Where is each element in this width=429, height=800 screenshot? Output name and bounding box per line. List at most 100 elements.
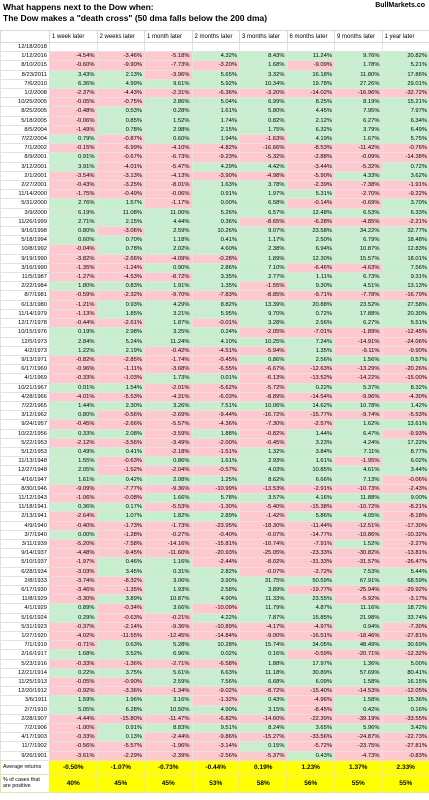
- return-cell: -2.00%: [191, 437, 240, 448]
- return-cell: -0.60%: [49, 60, 98, 71]
- return-cell: -1.42%: [239, 511, 288, 522]
- return-cell: -0.44%: [49, 318, 98, 329]
- return-cell: -2.71%: [144, 658, 193, 669]
- table-row: 11/5/1987 -1.27% -4.53% -8.72% 3.35% 2.77% 1.1…: [0, 272, 429, 283]
- return-cell: -0.48%: [49, 106, 98, 117]
- table-row: 3/7/1940 0.00% -1.28% -0.27% -0.40% -0.07% -14…: [0, 529, 429, 540]
- return-cell: -1.27%: [49, 272, 98, 283]
- row-date-cell: 11/14/1979: [0, 308, 50, 320]
- return-cell: 0.41%: [191, 235, 240, 246]
- return-cell: -4.53%: [96, 272, 145, 283]
- return-cell: -5.92%: [334, 594, 383, 605]
- return-cell: -0.45%: [191, 354, 240, 366]
- return-cell: 8.43%: [239, 51, 288, 62]
- row-date-cell: 5/12/1953: [0, 446, 50, 458]
- return-cell: -2.88%: [286, 152, 335, 163]
- return-cell: -23.33%: [286, 548, 335, 559]
- table-row: 2/13/1941 -2.64% 1.07% 1.82% 2.89% -1.42% 5.86…: [0, 511, 429, 522]
- column-header: 1 month later: [144, 30, 193, 43]
- return-cell: -9.90%: [381, 345, 429, 356]
- row-date-cell: 3/9/2000: [0, 207, 50, 218]
- return-cell: 10.26%: [191, 226, 240, 237]
- return-cell: -9.09%: [286, 60, 335, 71]
- return-cell: -9.74%: [334, 410, 383, 421]
- table-row: 4/1/1929 0.89% -0.34% 3.66% -10.09% 11.79% 4.8…: [0, 603, 429, 614]
- return-cell: -0.40%: [191, 529, 240, 540]
- return-cell: 27.58%: [381, 299, 429, 310]
- return-cell: -4.30%: [381, 391, 429, 402]
- table-row: 2/1/2001 -3.54% -3.13% -4.13% -3.90% -4.98% -5…: [0, 170, 429, 182]
- row-date-cell: 4/16/1947: [0, 474, 50, 485]
- percent-positive-row-cell: 55%: [381, 773, 429, 793]
- return-cell: -1.24%: [96, 262, 145, 274]
- return-cell: 1.57%: [96, 198, 145, 209]
- return-cell: -8.18%: [381, 511, 429, 522]
- return-cell: 4.29%: [191, 161, 240, 172]
- row-date-cell: 7/22/2004: [0, 134, 50, 145]
- table-row: 8/9/2001 0.91% -0.67% -6.73% -9.23% -5.32% -2.…: [0, 152, 429, 163]
- return-cell: -9.44%: [191, 410, 240, 421]
- table-row: 2/7/1910 5.05% 6.28% 10.50% 4.90% 3.15% -8.45%…: [0, 704, 429, 715]
- return-cell: -7.58%: [96, 538, 145, 550]
- return-cell: -4.09%: [144, 253, 193, 264]
- return-cell: 3.70%: [381, 198, 429, 209]
- return-cell: -6.03%: [191, 391, 240, 402]
- return-cell: 1.75%: [239, 124, 288, 136]
- return-cell: 0.16%: [239, 649, 288, 660]
- return-cell: -0.82%: [49, 354, 98, 366]
- return-cell: 0.01%: [191, 373, 240, 384]
- return-cell: 10.50%: [144, 704, 193, 715]
- row-date-cell: 11/12/1943: [0, 492, 50, 504]
- return-cell: 2.12%: [286, 115, 335, 126]
- average-returns-row-cell: 0.19%: [239, 759, 288, 775]
- return-cell: -6.82%: [191, 713, 240, 725]
- return-cell: 2.77%: [239, 272, 288, 283]
- return-cell: 0.60%: [49, 235, 98, 246]
- table-row: 10/15/1976 0.19% 2.98% 3.25% 0.24% -2.05% -7.0…: [0, 327, 429, 338]
- return-cell: -15.38%: [286, 502, 335, 513]
- row-date-cell: 10/22/1956: [0, 428, 50, 439]
- table-row: 1/2/2008 -2.37% -4.43% -2.31% -6.36% -3.20% -1…: [0, 88, 429, 99]
- return-cell: 0.31%: [144, 566, 193, 577]
- return-cell: 48.49%: [334, 640, 383, 651]
- return-cell: 3.57%: [239, 492, 288, 504]
- table-row: 9/16/1998 0.80% -3.06% 2.59% 10.26% 9.07% 23.5…: [0, 226, 429, 237]
- return-cell: 8.82%: [191, 299, 240, 310]
- table-row: 12/21/1914 0.22% 3.75% 5.61% 6.63% 11.18% 30.8…: [0, 667, 429, 679]
- return-cell: -4.02%: [49, 630, 98, 642]
- return-cell: -14.54%: [286, 391, 335, 402]
- return-cell: -5.90%: [286, 170, 335, 182]
- table-row: 4/17/1903 -0.33% 0.13% -2.44% -9.86% -15.27% -…: [0, 732, 429, 743]
- return-cell: 7.56%: [381, 262, 429, 274]
- return-cell: -10.72%: [334, 502, 383, 513]
- return-cell: -0.63%: [96, 612, 145, 623]
- return-cell: -5.57%: [96, 741, 145, 752]
- return-cell: 3.91%: [49, 161, 98, 172]
- return-cell: 33.74%: [381, 612, 429, 623]
- table-row: 11/14/1979 -1.13% 1.85% 3.21% 5.95% 9.70% 0.72…: [0, 308, 429, 320]
- return-cell: 8.77%: [381, 446, 429, 458]
- chart-title-line-2: The Dow makes a "death cross" (50 dma fa…: [3, 13, 268, 23]
- return-cell: -3.46%: [49, 584, 98, 596]
- return-cell: 1.52%: [144, 115, 193, 126]
- return-cell: 3.25%: [144, 327, 193, 338]
- return-cell: 1.80%: [49, 281, 98, 292]
- return-cell: 0.72%: [381, 161, 429, 172]
- return-cell: -27.81%: [381, 630, 429, 642]
- return-cell: -1.52%: [96, 465, 145, 476]
- row-date-cell: 2/7/1910: [0, 704, 50, 715]
- return-cell: -1.30%: [191, 502, 240, 513]
- table-row: 7/2/1906 -1.00% 0.91% 8.83% 9.51% 8.24% 3.65% 5…: [0, 723, 429, 734]
- return-cell: 1.85%: [96, 308, 145, 320]
- column-header: 2 months later: [191, 30, 240, 43]
- average-returns-row-cell: 1.37%: [334, 759, 383, 775]
- table-row: 5/31/2000 2.76% 1.57% -1.17% 0.00% 6.58% -0.14…: [0, 198, 429, 209]
- return-cell: 7.13%: [334, 474, 383, 485]
- return-cell: 31.75%: [239, 575, 288, 586]
- table-row: 4/28/1966 -4.01% -5.53% -4.31% -6.03% -8.89% -…: [0, 391, 429, 402]
- return-cell: -4.36%: [191, 419, 240, 430]
- percent-positive-row-cell: 56%: [286, 773, 335, 793]
- return-cell: 4.33%: [334, 170, 383, 182]
- row-date-cell: 4/28/1966: [0, 391, 50, 402]
- return-cell: 9.30%: [286, 281, 335, 292]
